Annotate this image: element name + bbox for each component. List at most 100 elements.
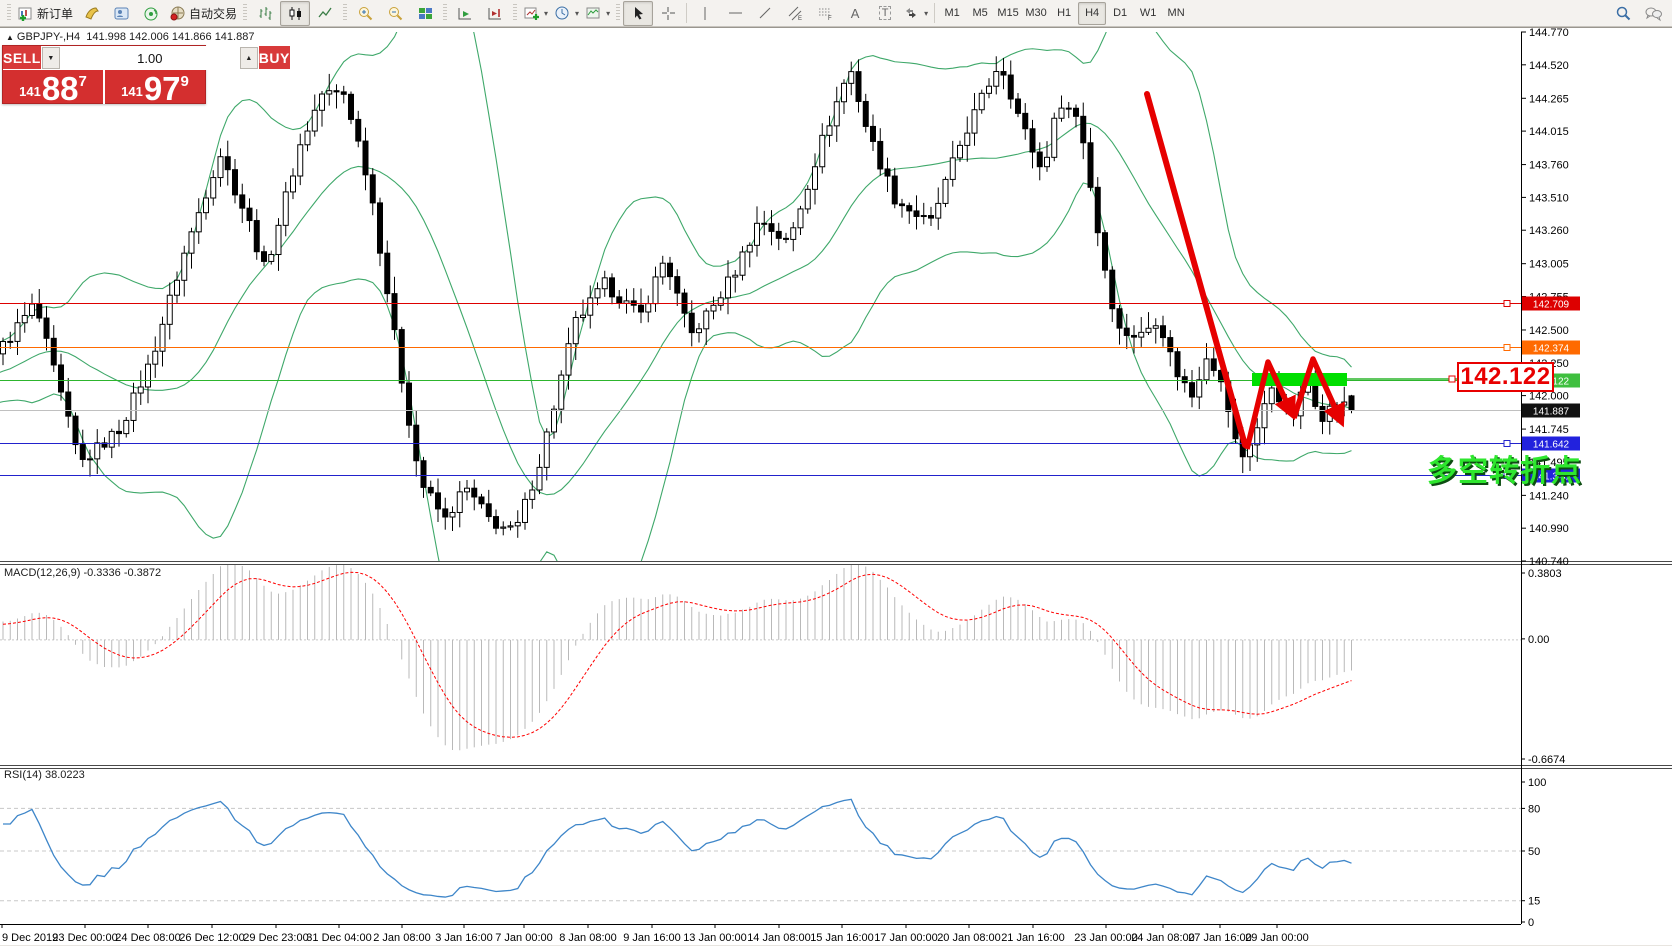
svg-text:31 Dec 04:00: 31 Dec 04:00: [306, 932, 371, 944]
timeframe-button-h4[interactable]: H4: [1078, 1, 1107, 25]
svg-text:24 Dec 08:00: 24 Dec 08:00: [115, 932, 180, 944]
timeframe-button-m30[interactable]: M30: [1025, 7, 1047, 19]
chart-shift-icon: [487, 5, 504, 22]
chevron-down-icon: ▾: [924, 8, 929, 18]
toolbar-grip[interactable]: [443, 4, 448, 22]
crosshair-button[interactable]: [653, 1, 683, 26]
rsi-label: RSI(14) 38.0223: [4, 769, 85, 781]
sell-button[interactable]: SELL: [3, 46, 41, 70]
template-dropdown[interactable]: ▾: [582, 1, 613, 26]
svg-text:27 Jan 16:00: 27 Jan 16:00: [1188, 932, 1252, 944]
cursor-button[interactable]: [623, 0, 654, 26]
search-button[interactable]: [1608, 1, 1638, 26]
timeframe-button-d1[interactable]: D1: [1113, 7, 1128, 19]
new-order-label: 新订单: [37, 6, 74, 21]
buy-price-prefix: 141: [121, 84, 143, 99]
sell-price[interactable]: 141 88 7: [3, 70, 103, 105]
new-chart-dropdown[interactable]: ▾: [520, 1, 551, 26]
turning-point-annotation[interactable]: 多空转折点: [1427, 455, 1582, 488]
svg-text:143.760: 143.760: [1529, 160, 1569, 172]
signal-button[interactable]: [136, 1, 166, 26]
svg-text:142.500: 142.500: [1529, 325, 1569, 337]
toolbar-grip[interactable]: [616, 4, 621, 22]
timeframe-button-m15[interactable]: M15: [997, 7, 1019, 19]
tile-windows-icon: [417, 5, 434, 22]
svg-text:144.520: 144.520: [1529, 60, 1569, 72]
svg-text:23 Dec 00:00: 23 Dec 00:00: [52, 932, 117, 944]
svg-text:142.709: 142.709: [1533, 300, 1570, 311]
text-label-button[interactable]: T: [870, 1, 900, 26]
chart-shift-button[interactable]: [480, 1, 510, 26]
svg-text:21 Jan 16:00: 21 Jan 16:00: [1001, 932, 1065, 944]
signal-icon: [143, 5, 160, 22]
text-button[interactable]: A: [840, 1, 870, 26]
period-icon: [554, 5, 571, 22]
trendline-icon: [757, 5, 774, 22]
timeframe-button-m1[interactable]: M1: [944, 7, 960, 19]
timeframe-button-m5[interactable]: M5: [972, 7, 988, 19]
sell-price-sup: 7: [78, 73, 87, 90]
symbol-info: ▲ GBPJPY-,H4 141.998 142.006 141.866 141.…: [6, 31, 254, 43]
fibonacci-button[interactable]: F: [810, 1, 840, 26]
toolbar-grip[interactable]: [513, 4, 518, 22]
period-dropdown[interactable]: ▾: [551, 1, 582, 26]
svg-text:23 Jan 00:00: 23 Jan 00:00: [1074, 932, 1138, 944]
buy-button[interactable]: BUY: [258, 46, 290, 70]
profile-button[interactable]: [106, 1, 136, 26]
svg-text:140.990: 140.990: [1529, 523, 1569, 535]
svg-text:141.642: 141.642: [1533, 440, 1570, 451]
candlestick-chart-button[interactable]: [280, 0, 311, 26]
bar-chart-icon: [257, 5, 274, 22]
horizontal-line-button[interactable]: [720, 1, 750, 26]
shapes-dropdown[interactable]: ▾: [900, 1, 931, 26]
auto-scroll-button[interactable]: [450, 1, 480, 26]
svg-text:143.260: 143.260: [1529, 225, 1569, 237]
crosshair-icon: [660, 5, 677, 22]
chevron-down-icon: ▾: [606, 8, 611, 18]
candlesticks: [0, 56, 1355, 538]
svg-text:0: 0: [1528, 917, 1534, 929]
symbol-marker-icon: ▲: [6, 33, 14, 42]
svg-text:141.495: 141.495: [1529, 457, 1569, 469]
horizontal-level-lines[interactable]: 142.709 142.374 142.122 141.887 141.642 141.3…: [0, 296, 1580, 483]
modify-button[interactable]: [76, 1, 106, 26]
line-chart-button[interactable]: [310, 1, 340, 26]
svg-text:141.240: 141.240: [1529, 490, 1569, 502]
channel-e-glyph: E: [798, 16, 802, 22]
search-icon: [1615, 5, 1632, 22]
svg-text:29 Dec 23:00: 29 Dec 23:00: [243, 932, 308, 944]
price-annotation-box[interactable]: 142.122: [1457, 362, 1554, 392]
volume-stepper: ▼ ▲: [40, 46, 259, 70]
autotrading-button[interactable]: 自动交易: [166, 1, 240, 26]
volume-input[interactable]: [59, 47, 240, 69]
toolbar-grip[interactable]: [243, 4, 248, 22]
toolbar-grip[interactable]: [343, 4, 348, 22]
channel-button[interactable]: E: [780, 1, 810, 26]
chart-canvas[interactable]: 144.770 144.520 144.265 144.015 143.760 143.5…: [0, 28, 1672, 946]
new-order-button[interactable]: 新订单: [14, 1, 76, 26]
volume-increase-button[interactable]: ▲: [239, 47, 258, 69]
svg-text:14 Jan 08:00: 14 Jan 08:00: [747, 932, 811, 944]
vertical-line-button[interactable]: [690, 1, 720, 26]
zoom-out-button[interactable]: [380, 1, 410, 26]
tile-windows-button[interactable]: [410, 1, 440, 26]
timeframe-button-mn[interactable]: MN: [1167, 7, 1185, 19]
profile-icon: [113, 5, 130, 22]
bar-chart-button[interactable]: [250, 1, 280, 26]
zoom-out-icon: [387, 5, 404, 22]
trend-drawings[interactable]: [1144, 91, 1457, 450]
zoom-in-button[interactable]: [350, 1, 380, 26]
autotrading-label: 自动交易: [189, 6, 238, 21]
volume-decrease-button[interactable]: ▼: [41, 47, 60, 69]
svg-text:144.770: 144.770: [1529, 28, 1569, 39]
autotrading-icon: [169, 5, 186, 22]
buy-price[interactable]: 141 97 9: [105, 70, 205, 105]
svg-text:-0.6674: -0.6674: [1528, 754, 1565, 766]
toolbar-grip[interactable]: [7, 4, 11, 22]
trendline-button[interactable]: [750, 1, 780, 26]
timeframe-toolbar: M1 M5 M15 M30 H1 H4 D1 W1 MN: [938, 1, 1190, 25]
timeframe-button-h1[interactable]: H1: [1057, 7, 1072, 19]
rsi-indicator: [0, 798, 1521, 902]
chat-button[interactable]: [1638, 1, 1668, 26]
timeframe-button-w1[interactable]: W1: [1139, 7, 1157, 19]
